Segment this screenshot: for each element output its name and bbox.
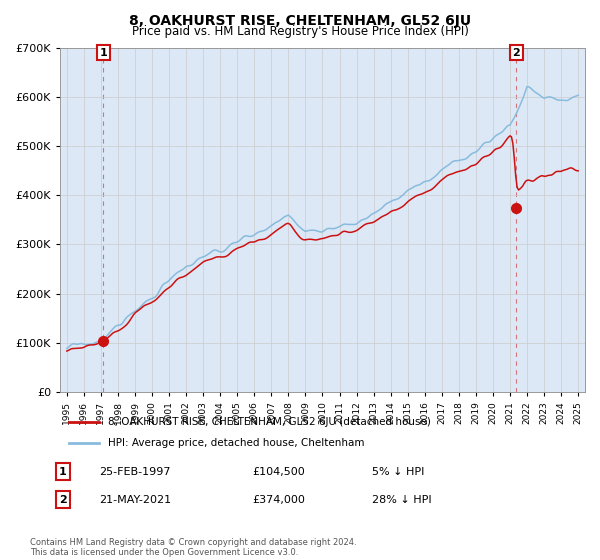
- Text: 2: 2: [59, 494, 67, 505]
- Text: 2: 2: [512, 48, 520, 58]
- Text: 8, OAKHURST RISE, CHELTENHAM, GL52 6JU (detached house): 8, OAKHURST RISE, CHELTENHAM, GL52 6JU (…: [107, 417, 430, 427]
- Text: 5% ↓ HPI: 5% ↓ HPI: [372, 466, 424, 477]
- Text: £104,500: £104,500: [252, 466, 305, 477]
- Text: £374,000: £374,000: [252, 494, 305, 505]
- Text: Price paid vs. HM Land Registry's House Price Index (HPI): Price paid vs. HM Land Registry's House …: [131, 25, 469, 38]
- Text: 1: 1: [59, 466, 67, 477]
- Text: HPI: Average price, detached house, Cheltenham: HPI: Average price, detached house, Chel…: [107, 438, 364, 448]
- Text: 25-FEB-1997: 25-FEB-1997: [99, 466, 170, 477]
- Text: 1: 1: [100, 48, 107, 58]
- Text: 28% ↓ HPI: 28% ↓ HPI: [372, 494, 431, 505]
- Text: 8, OAKHURST RISE, CHELTENHAM, GL52 6JU: 8, OAKHURST RISE, CHELTENHAM, GL52 6JU: [129, 14, 471, 28]
- Text: Contains HM Land Registry data © Crown copyright and database right 2024.
This d: Contains HM Land Registry data © Crown c…: [30, 538, 356, 557]
- Text: 21-MAY-2021: 21-MAY-2021: [99, 494, 171, 505]
